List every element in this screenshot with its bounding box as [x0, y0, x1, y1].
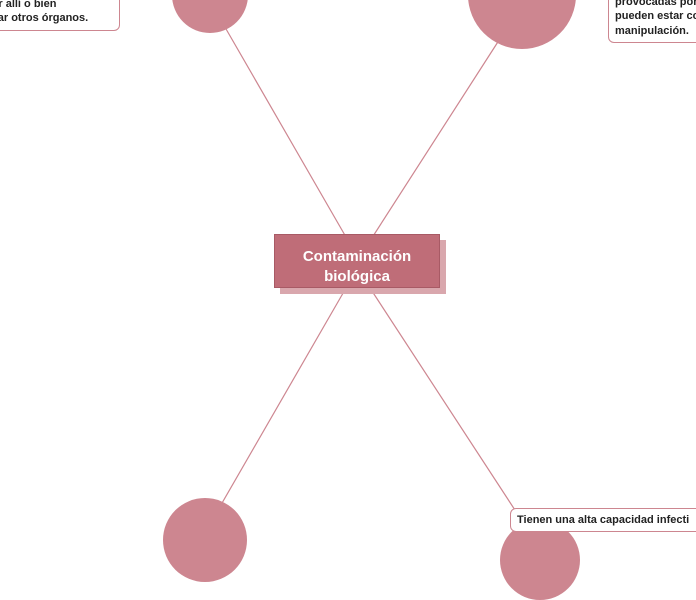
tb-top-right: provocadas por consupueden estar contami…: [608, 0, 696, 43]
tb-top-left: ermanecer allí o bienal e infectar otros…: [0, 0, 120, 31]
bottom-left-circle: [163, 498, 247, 582]
tb-bottom-right: Tienen una alta capacidad infecti: [510, 508, 696, 532]
diagram-canvas: Contaminación biológica Bacterias ermane…: [0, 0, 696, 520]
center-node: Contaminación biológica: [274, 234, 440, 288]
circle-label: Bacterias: [495, 0, 549, 2]
center-label: Contaminación biológica: [303, 248, 411, 285]
